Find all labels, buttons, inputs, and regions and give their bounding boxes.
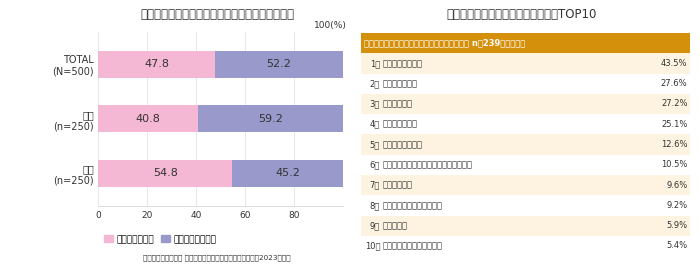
Text: 59.2: 59.2 <box>258 114 283 124</box>
Text: 椅子を置く: 椅子を置く <box>383 221 408 230</box>
Text: 9位: 9位 <box>370 221 380 230</box>
Text: 43.5%: 43.5% <box>661 59 687 68</box>
Bar <box>232 160 343 187</box>
Text: キャスター付き収納を使う: キャスター付き収納を使う <box>383 201 443 210</box>
Text: 1位: 1位 <box>370 59 380 68</box>
Text: 8位: 8位 <box>370 201 380 210</box>
Text: 47.8: 47.8 <box>144 59 169 69</box>
Text: 10位: 10位 <box>365 242 380 251</box>
Text: ものを減らす: ものを減らす <box>383 100 413 109</box>
Bar <box>98 160 232 187</box>
Text: 5位: 5位 <box>370 140 380 149</box>
Text: 12.6%: 12.6% <box>661 140 687 149</box>
Text: ランドリー（洗濯）スペースと連携する: ランドリー（洗濯）スペースと連携する <box>383 160 473 169</box>
Text: 27.2%: 27.2% <box>661 100 687 109</box>
Text: 4位: 4位 <box>370 120 380 129</box>
Text: 100(%): 100(%) <box>314 21 346 30</box>
Text: 収納を増やす: 収納を増やす <box>383 181 413 190</box>
Text: 洗面室・脱衣所を快適にする工夫をしている人 n＝239・複数回答: 洗面室・脱衣所を快適にする工夫をしている人 n＝239・複数回答 <box>364 39 525 48</box>
Text: こまめに掃除する: こまめに掃除する <box>383 59 423 68</box>
Text: 9.6%: 9.6% <box>666 181 687 190</box>
Text: 換気扇をつける: 換気扇をつける <box>383 79 418 88</box>
Text: 2位: 2位 <box>370 79 380 88</box>
Text: 洗面室・脱衣所を快適にする工夫有無｜男女比較: 洗面室・脱衣所を快適にする工夫有無｜男女比較 <box>140 8 294 21</box>
Text: 9.2%: 9.2% <box>666 201 687 210</box>
Text: 45.2: 45.2 <box>275 168 300 178</box>
Text: 54.8: 54.8 <box>153 168 178 178</box>
Text: 積水ハウス株式会社 住生活研究所「入浴に関する調査　（2023年）」: 積水ハウス株式会社 住生活研究所「入浴に関する調査 （2023年）」 <box>144 255 290 261</box>
Text: 洗面室・脱衣所を快適にする工夫　TOP10: 洗面室・脱衣所を快適にする工夫 TOP10 <box>447 8 596 21</box>
Text: 25.1%: 25.1% <box>661 120 687 129</box>
Text: 52.2: 52.2 <box>267 59 291 69</box>
Text: 収納を整理する: 収納を整理する <box>383 120 418 129</box>
Text: 6位: 6位 <box>370 160 380 169</box>
Text: 7位: 7位 <box>370 181 380 190</box>
Bar <box>98 51 215 78</box>
Bar <box>98 105 198 133</box>
Text: 10.5%: 10.5% <box>661 160 687 169</box>
Text: 5.9%: 5.9% <box>666 221 687 230</box>
Legend: 工夫をしている, 工夫をしていない: 工夫をしている, 工夫をしていない <box>100 231 220 248</box>
Bar <box>198 105 343 133</box>
Text: 40.8: 40.8 <box>136 114 160 124</box>
Bar <box>215 51 343 78</box>
Text: 27.6%: 27.6% <box>661 79 687 88</box>
Text: 5.4%: 5.4% <box>666 242 687 251</box>
Text: 3位: 3位 <box>370 100 380 109</box>
Text: 空間やモノの色味を揃える: 空間やモノの色味を揃える <box>383 242 443 251</box>
Text: 冷暖房機器を置く: 冷暖房機器を置く <box>383 140 423 149</box>
